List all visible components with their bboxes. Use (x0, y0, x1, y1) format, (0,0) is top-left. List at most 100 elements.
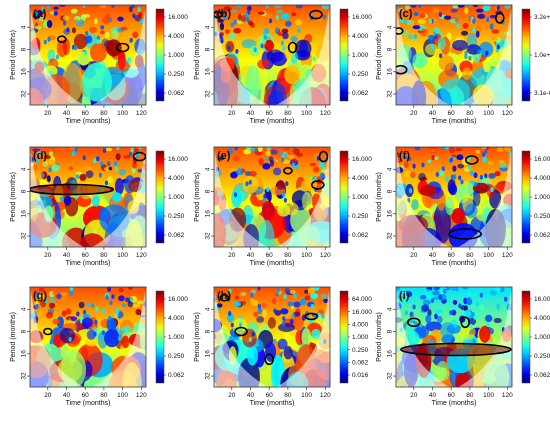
colorbar-tick-label: 1.000 (534, 194, 550, 201)
colorbar-tick-label: 0.062 (168, 372, 185, 379)
x-tick-label: 120 (136, 252, 147, 259)
wavelet-panel-3: (d) 20 40 60 80 100 120 Time (months) 4 8 16 32 Peri… (10, 146, 188, 267)
x-tick-label: 100 (483, 252, 494, 259)
x-tick-label: 20 (228, 252, 236, 259)
significance-contour (400, 342, 512, 357)
colorbar-tick-label: 1.0e+00 (534, 52, 550, 59)
colorbar (155, 150, 165, 244)
x-tick-label: 120 (136, 392, 147, 399)
plot-frame (395, 286, 513, 388)
y-tick-label: 16 (387, 210, 394, 218)
wavelet-panel-6: (g) 20 40 60 80 100 120 Time (months) 4 8 16 32 Peri… (10, 286, 188, 407)
y-axis-label: Period (months) (376, 312, 383, 362)
x-axis-label: Time (months) (250, 118, 295, 125)
colorbar-tick-label: 16.000 (168, 296, 188, 303)
x-tick-label: 60 (448, 392, 456, 399)
significance-contour (115, 42, 130, 53)
cone-of-influence (396, 147, 512, 247)
y-tick-label: 16 (21, 350, 28, 358)
plot-frame (29, 146, 147, 248)
x-axis-label: Time (months) (432, 260, 477, 267)
x-axis-label: Time (months) (250, 260, 295, 267)
colorbar-tick-label: 16.000 (352, 14, 372, 21)
colorbar-tick-label: 0.250 (352, 347, 369, 354)
significance-contour (310, 180, 325, 190)
power-field (214, 5, 330, 105)
colorbar-tick-label: 16.000 (534, 296, 550, 303)
colorbar-tick-label: 4.000 (168, 33, 185, 40)
significance-contour (30, 183, 114, 196)
y-tick-label: 8 (205, 329, 212, 333)
colorbar-tick-label: 0.250 (352, 213, 369, 220)
x-tick-label: 20 (44, 110, 52, 117)
x-tick-label: 40 (429, 110, 437, 117)
significance-contour (460, 316, 471, 329)
x-tick-label: 100 (117, 110, 128, 117)
y-axis-label: Period (months) (194, 172, 201, 222)
wavelet-panel-2: (c) 20 40 60 80 100 120 Time (months) 4 8 16 32 Peri… (376, 4, 550, 125)
x-tick-label: 80 (466, 252, 474, 259)
colorbar-tick-label: 4.000 (168, 175, 185, 182)
x-tick-label: 60 (82, 392, 90, 399)
x-axis-label: Time (months) (432, 118, 477, 125)
y-tick-label: 4 (21, 307, 28, 311)
significance-contour (234, 326, 248, 337)
x-tick-label: 40 (429, 392, 437, 399)
x-tick-label: 40 (247, 252, 255, 259)
colorbar-tick-label: 0.016 (352, 372, 369, 379)
x-tick-label: 40 (63, 252, 71, 259)
y-axis-label: Period (months) (376, 30, 383, 80)
wavelet-panel-4: (e) 20 40 60 80 100 120 Time (months) 4 8 16 32 Peri… (194, 146, 372, 267)
y-tick-label: 4 (205, 25, 212, 29)
significance-contour (396, 27, 404, 35)
y-tick-label: 32 (21, 90, 28, 98)
y-tick-label: 32 (387, 90, 394, 98)
significance-contour (56, 35, 67, 44)
x-tick-label: 20 (228, 392, 236, 399)
x-tick-label: 40 (429, 252, 437, 259)
y-tick-label: 32 (387, 372, 394, 380)
x-tick-label: 20 (410, 110, 418, 117)
colorbar-tick-label: 0.062 (352, 90, 369, 97)
x-tick-label: 60 (82, 252, 90, 259)
power-field (30, 147, 146, 247)
panel-label: (a) (33, 8, 47, 20)
cone-of-influence (214, 147, 330, 247)
colorbar-tick-label: 4.000 (168, 315, 185, 322)
plot-frame (395, 4, 513, 106)
colorbar-tick-label: 4.000 (534, 315, 550, 322)
significance-contour (219, 293, 230, 302)
y-axis-label: Period (months) (194, 30, 201, 80)
colorbar-tick-label: 16.000 (168, 14, 188, 21)
x-axis-label: Time (months) (66, 400, 111, 407)
colorbar-tick-label: 0.250 (534, 353, 550, 360)
x-tick-label: 80 (100, 110, 108, 117)
panel-label: (e) (217, 150, 231, 162)
colorbar-tick-label: 4.000 (352, 175, 369, 182)
power-field (30, 287, 146, 387)
wavelet-panel-1: (b) 20 40 60 80 100 120 Time (months) 4 8 16 32 Peri… (194, 4, 372, 125)
colorbar-tick-label: 16.000 (352, 156, 372, 163)
power-field (396, 287, 512, 387)
panel-label: (i) (399, 290, 410, 302)
y-axis-label: Period (months) (376, 172, 383, 222)
x-tick-label: 20 (228, 110, 236, 117)
plot-frame (29, 286, 147, 388)
y-tick-label: 4 (21, 25, 28, 29)
wavelet-panel-0: (a) 20 40 60 80 100 120 Time (months) 4 8 16 32 Peri… (10, 4, 188, 125)
x-tick-label: 100 (301, 252, 312, 259)
y-tick-label: 8 (205, 47, 212, 51)
x-tick-label: 40 (247, 392, 255, 399)
x-tick-label: 80 (100, 252, 108, 259)
colorbar-tick-label: 0.250 (168, 213, 185, 220)
x-tick-label: 100 (117, 392, 128, 399)
y-tick-label: 4 (387, 25, 394, 29)
colorbar (339, 8, 349, 102)
colorbar-tick-label: 1.000 (352, 334, 369, 341)
significance-contour (464, 155, 479, 165)
significance-contour (283, 167, 293, 175)
colorbar-tick-label: 1.000 (168, 334, 185, 341)
significance-contour (132, 151, 146, 162)
y-tick-label: 4 (387, 307, 394, 311)
significance-contour (264, 353, 275, 366)
